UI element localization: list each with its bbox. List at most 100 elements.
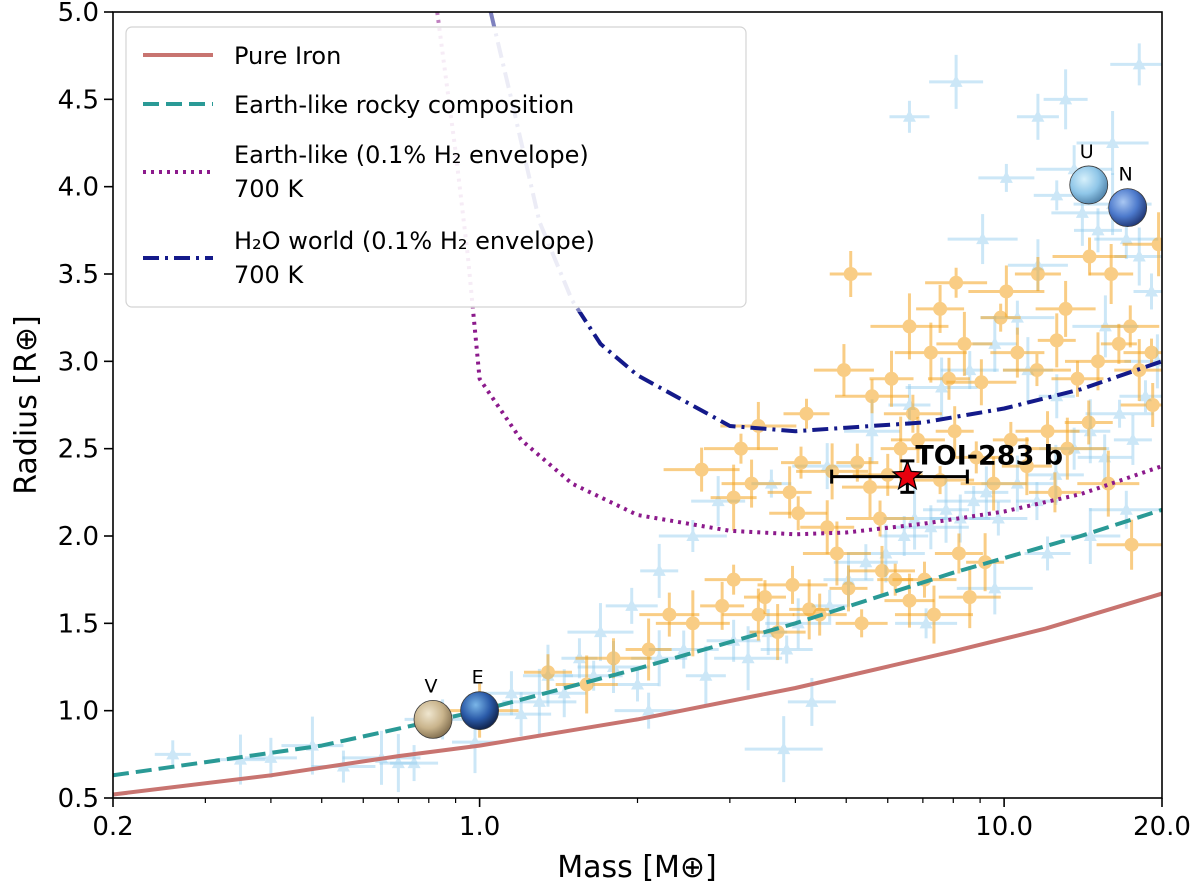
blue-point-marker xyxy=(557,686,571,699)
blue-point-marker xyxy=(919,616,933,629)
planet-label-neptune: N xyxy=(1119,164,1133,186)
blue-point xyxy=(1038,374,1075,419)
planet-label-venus: V xyxy=(425,675,438,697)
y-tick-label: 1.5 xyxy=(58,609,99,639)
blue-point-marker xyxy=(1050,389,1064,402)
y-tick-label: 3.5 xyxy=(58,260,99,290)
orange-point xyxy=(894,322,967,383)
orange-point-marker xyxy=(999,284,1014,299)
blue-point-marker xyxy=(1113,406,1127,419)
y-tick-label: 3.0 xyxy=(58,347,99,377)
blue-point-marker xyxy=(1031,109,1045,122)
blue-point-marker xyxy=(991,511,1005,524)
target-label: TOI-283 b xyxy=(915,441,1063,472)
orange-point xyxy=(800,500,855,555)
legend-label-earth-like-rocky: Earth-like rocky composition xyxy=(234,91,574,119)
orange-point xyxy=(935,406,974,457)
orange-point-marker xyxy=(1030,267,1045,281)
orange-point-marker xyxy=(1049,333,1064,348)
blue-point xyxy=(744,716,823,783)
orange-point xyxy=(1014,257,1061,291)
orange-point-marker xyxy=(893,441,908,456)
pure-iron-curve xyxy=(113,591,1162,797)
orange-point xyxy=(575,638,652,679)
target-layer: TOI-283 b xyxy=(830,441,1063,494)
orange-point xyxy=(700,581,745,630)
orange-point xyxy=(813,344,874,397)
blue-point-marker xyxy=(264,750,278,763)
blue-point-marker xyxy=(1030,494,1044,507)
blue-point-marker xyxy=(166,747,180,760)
orange-point-marker xyxy=(744,476,759,491)
orange-point xyxy=(1015,411,1080,452)
orange-point-marker xyxy=(993,310,1008,325)
orange-point xyxy=(802,521,871,586)
orange-point-marker xyxy=(1111,336,1126,351)
orange-point-marker xyxy=(829,546,844,561)
blue-point xyxy=(880,516,929,556)
y-axis-title: Radius [R⊕] xyxy=(9,315,44,495)
orange-point-marker xyxy=(1040,424,1055,439)
orange-point-marker xyxy=(606,651,621,666)
orange-point xyxy=(916,284,965,333)
earth-icon xyxy=(460,691,500,731)
blue-point xyxy=(833,544,898,581)
blue-point-marker xyxy=(652,563,666,576)
orange-point-marker xyxy=(841,581,856,596)
orange-point-marker xyxy=(641,642,656,657)
orange-point-marker xyxy=(884,371,899,386)
orange-point-marker xyxy=(910,432,925,447)
x-tick-label: 1.0 xyxy=(459,812,500,842)
legend-label-pure-iron: Pure Iron xyxy=(234,42,341,70)
orange-point xyxy=(968,265,1045,318)
orange-point xyxy=(925,267,988,298)
blue-point-marker xyxy=(407,756,421,769)
orange-point-marker xyxy=(850,455,865,470)
orange-point xyxy=(523,654,572,691)
blue-point xyxy=(905,357,978,418)
blue-point-marker xyxy=(939,502,953,515)
blue-point-marker xyxy=(908,511,922,524)
y-tick-label: 5.0 xyxy=(58,0,99,28)
orange-point-marker xyxy=(726,490,741,505)
orange-point-marker xyxy=(715,598,730,613)
solar-system-layer: V E U N xyxy=(413,141,1148,739)
blue-point xyxy=(895,608,958,639)
blue-point xyxy=(685,645,726,706)
blue-point-marker xyxy=(935,380,949,393)
orange-point xyxy=(883,394,942,433)
blue-point xyxy=(892,505,969,550)
orange-point xyxy=(894,585,973,644)
blue-point xyxy=(379,734,418,793)
blue-point xyxy=(1024,536,1071,571)
orange-point xyxy=(846,500,915,537)
blue-point-marker xyxy=(976,232,990,245)
target-star-marker xyxy=(891,459,924,491)
orange-point xyxy=(1035,280,1096,337)
orange-point xyxy=(1028,472,1081,513)
orange-point xyxy=(1096,519,1162,570)
orange-point-marker xyxy=(854,616,869,631)
blue-point-marker xyxy=(988,581,1002,594)
orange-point-marker xyxy=(1082,249,1097,264)
orange-point xyxy=(767,466,812,519)
orange-point xyxy=(625,618,672,681)
blue-point xyxy=(947,214,1018,265)
blue-point xyxy=(923,476,970,543)
orange-point xyxy=(936,311,993,376)
y-tick-label: 4.0 xyxy=(58,173,99,203)
orange-point xyxy=(869,350,914,407)
blue-point xyxy=(1085,399,1154,428)
blue-point-marker xyxy=(988,336,1002,349)
orange-point-marker xyxy=(1101,476,1116,491)
orange-point xyxy=(992,421,1029,458)
orange-point-marker xyxy=(820,520,835,535)
orange-point xyxy=(769,496,828,531)
orange-point xyxy=(1064,400,1113,445)
orange-point-marker xyxy=(969,450,984,465)
orange-point-marker xyxy=(926,607,941,622)
blue-point-marker xyxy=(963,363,977,376)
blue-point xyxy=(1033,180,1080,211)
earth-like-rocky-curve xyxy=(113,507,1162,778)
